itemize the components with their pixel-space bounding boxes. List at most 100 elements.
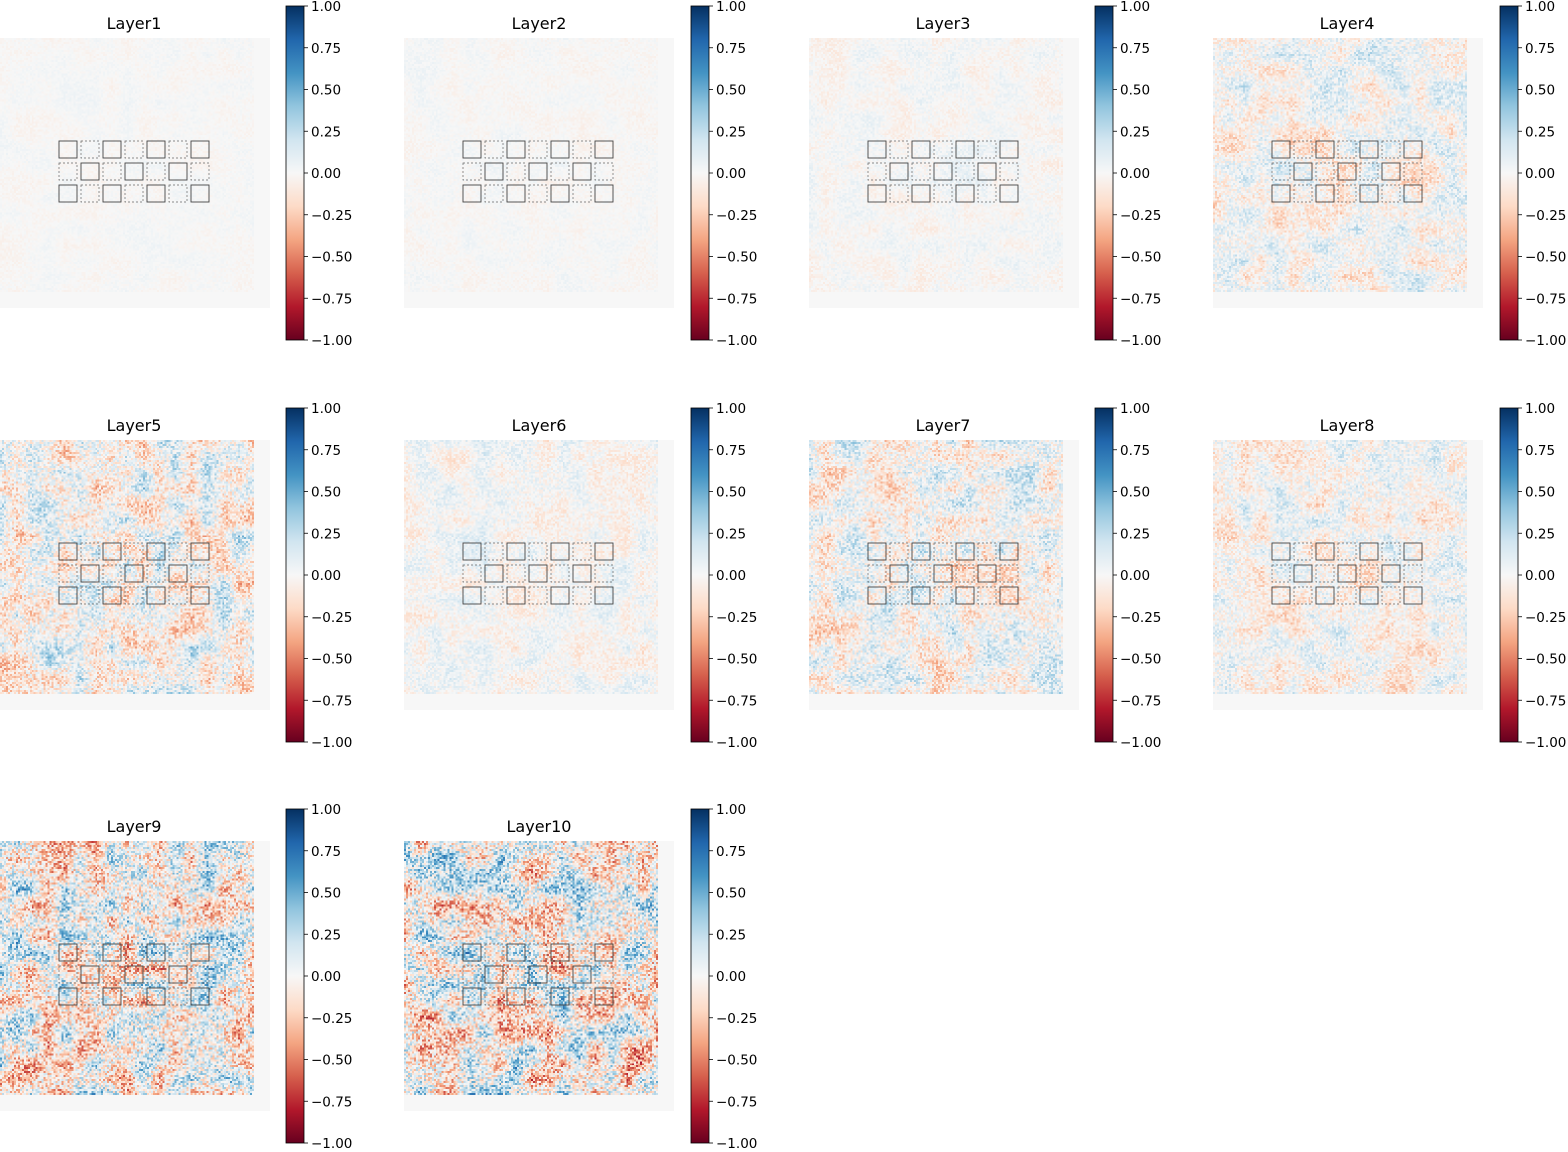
grid-tile xyxy=(1271,140,1291,159)
grid-tile xyxy=(528,162,548,181)
colorbar-tick-label: −1.00 xyxy=(716,333,757,349)
grid-tile xyxy=(594,965,614,984)
grid-tile xyxy=(550,987,570,1006)
grid-tile xyxy=(1381,586,1401,605)
grid-tile xyxy=(1271,564,1291,583)
grid-tile xyxy=(1381,162,1401,181)
grid-tile xyxy=(594,140,614,159)
panel-title: Layer10 xyxy=(507,817,572,836)
colorbar-tick-label: −0.50 xyxy=(311,1053,352,1069)
grid-tile xyxy=(594,987,614,1006)
colorbar-tick-label: −0.50 xyxy=(1120,250,1161,266)
colorbar-tick-label: −0.75 xyxy=(311,1094,352,1110)
grid-tile xyxy=(80,965,100,984)
colorbar-tick-label: −1.00 xyxy=(1120,735,1161,751)
grid-tile xyxy=(190,987,210,1006)
panel-title: Layer6 xyxy=(512,416,567,435)
colorbar-tick-label: −0.25 xyxy=(311,208,352,224)
grid-tile xyxy=(102,564,122,583)
grid-tile xyxy=(462,162,482,181)
colorbar-tick-label: 0.75 xyxy=(1120,41,1150,57)
panel-title: Layer3 xyxy=(916,14,971,33)
grid-tile xyxy=(528,140,548,159)
grid-tile xyxy=(80,184,100,203)
grid-tile xyxy=(168,564,188,583)
colorbar-tick-label: −0.25 xyxy=(311,1011,352,1027)
grid-tile xyxy=(80,564,100,583)
grid-tile xyxy=(1271,162,1291,181)
grid-tile xyxy=(58,965,78,984)
colorbar-tick-label: −0.25 xyxy=(1525,610,1566,626)
grid-tile xyxy=(506,943,526,962)
grid-tile xyxy=(1293,564,1313,583)
grid-tile xyxy=(190,564,210,583)
grid-tile xyxy=(867,586,887,605)
grid-tile xyxy=(999,184,1019,203)
heatmap-image xyxy=(0,38,254,292)
colorbar-tick-label: 0.50 xyxy=(1525,83,1555,99)
grid-tile xyxy=(1337,184,1357,203)
grid-tile xyxy=(146,542,166,561)
grid-tile xyxy=(190,162,210,181)
colorbar xyxy=(1094,407,1114,743)
grid-tile xyxy=(190,586,210,605)
colorbar-tick-label: 0.00 xyxy=(1525,568,1555,584)
colorbar xyxy=(690,407,710,743)
grid-tile xyxy=(484,542,504,561)
colorbar-tick-label: 0.25 xyxy=(1525,124,1555,140)
colorbar-tick-label: −0.75 xyxy=(1120,291,1161,307)
colorbar-tick-label: −0.75 xyxy=(1525,693,1566,709)
grid-tile xyxy=(462,564,482,583)
grid-tile xyxy=(58,162,78,181)
colorbar-tick-label: −0.25 xyxy=(716,1011,757,1027)
grid-tile xyxy=(80,542,100,561)
grid-tile xyxy=(933,564,953,583)
colorbar-tick-label: 1.00 xyxy=(311,401,341,417)
grid-tile xyxy=(484,140,504,159)
grid-tile xyxy=(506,542,526,561)
grid-tile xyxy=(1381,140,1401,159)
grid-tile xyxy=(977,542,997,561)
colorbar-tick-label: −0.75 xyxy=(1525,291,1566,307)
colorbar-tick-label: 0.75 xyxy=(1525,41,1555,57)
grid-tile xyxy=(572,965,592,984)
grid-tile xyxy=(1315,564,1335,583)
grid-tile xyxy=(999,140,1019,159)
grid-tile xyxy=(146,162,166,181)
colorbar-tick-label: 1.00 xyxy=(1120,401,1150,417)
grid-tile xyxy=(1337,564,1357,583)
grid-tile xyxy=(102,943,122,962)
grid-tile xyxy=(550,184,570,203)
colorbar-tick-label: 1.00 xyxy=(716,0,746,15)
grid-tile xyxy=(462,542,482,561)
grid-tile xyxy=(1381,184,1401,203)
grid-tile xyxy=(911,140,931,159)
colorbar-tick-label: 0.75 xyxy=(716,443,746,459)
colorbar-tick-label: 0.25 xyxy=(716,927,746,943)
colorbar-tick-label: 0.00 xyxy=(1120,568,1150,584)
heatmap-image xyxy=(404,440,658,694)
colorbar-tick-label: −0.25 xyxy=(716,208,757,224)
colorbar-tick-label: 0.00 xyxy=(311,969,341,985)
colorbar-tick-label: 0.50 xyxy=(1120,485,1150,501)
colorbar-tick-label: −1.00 xyxy=(311,333,352,349)
grid-tile xyxy=(594,184,614,203)
colorbar-tick-label: 1.00 xyxy=(311,0,341,15)
grid-tile xyxy=(1315,184,1335,203)
colorbar xyxy=(1094,5,1114,341)
grid-tile xyxy=(572,162,592,181)
grid-tile xyxy=(462,965,482,984)
grid-tile xyxy=(572,943,592,962)
grid-tile xyxy=(977,564,997,583)
grid-tile xyxy=(1271,586,1291,605)
grid-tile xyxy=(124,184,144,203)
grid-tile xyxy=(572,542,592,561)
colorbar-tick-label: −0.50 xyxy=(716,1053,757,1069)
grid-tile xyxy=(550,965,570,984)
grid-tile xyxy=(462,987,482,1006)
grid-tile xyxy=(168,162,188,181)
grid-tile xyxy=(58,140,78,159)
grid-tile xyxy=(168,140,188,159)
grid-tile xyxy=(168,965,188,984)
colorbar-tick-label: 0.25 xyxy=(311,124,341,140)
